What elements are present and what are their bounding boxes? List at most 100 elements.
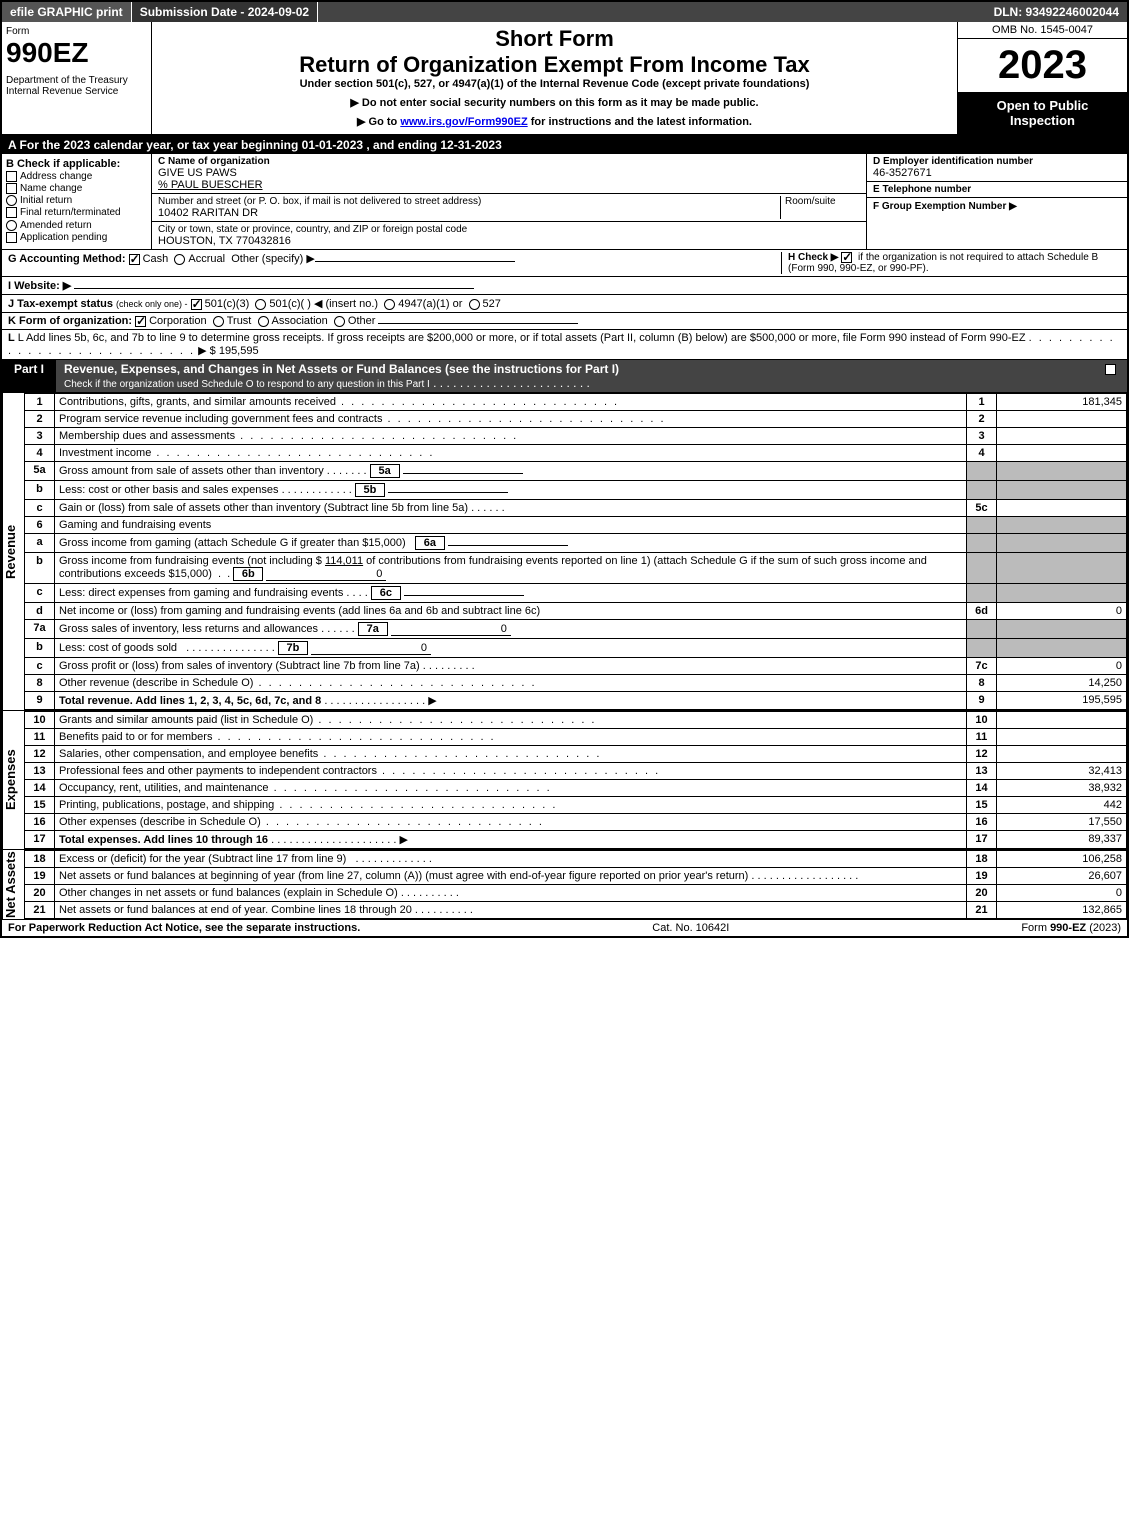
chk-schedule-b[interactable]	[841, 252, 852, 263]
r3-desc: Membership dues and assessments	[59, 430, 235, 442]
r6c-iv	[404, 595, 524, 596]
revenue-section: Revenue 1Contributions, gifts, grants, a…	[2, 392, 1127, 710]
r2-amt	[997, 411, 1127, 428]
header-mid: Short Form Return of Organization Exempt…	[152, 22, 957, 134]
r18-amt: 106,258	[997, 851, 1127, 868]
r6b-num: b	[25, 553, 55, 584]
row-3: 3Membership dues and assessments3	[25, 428, 1127, 445]
r18-desc: Excess or (deficit) for the year (Subtra…	[59, 853, 346, 865]
tax-exempt-label: J Tax-exempt status	[8, 298, 113, 310]
r2-rn: 2	[967, 411, 997, 428]
chk-cash[interactable]	[129, 254, 140, 265]
r6c-amt	[997, 584, 1127, 603]
chk-accrual[interactable]	[174, 254, 185, 265]
form-org-label: K Form of organization:	[8, 315, 132, 327]
other-label: Other (specify) ▶	[231, 253, 315, 265]
r21-rn: 21	[967, 902, 997, 919]
r7b-num: b	[25, 639, 55, 658]
chk-address-change[interactable]: Address change	[6, 171, 147, 182]
opt-association: Association	[272, 315, 328, 327]
chk-initial-return-label: Initial return	[20, 195, 72, 206]
r7a-iv: 0	[391, 623, 511, 636]
r4-num: 4	[25, 445, 55, 462]
r15-num: 15	[25, 797, 55, 814]
r5b-rn	[967, 481, 997, 500]
line-g-h: G Accounting Method: Cash Accrual Other …	[2, 250, 1127, 277]
cash-label: Cash	[143, 253, 169, 265]
r1-desc: Contributions, gifts, grants, and simila…	[59, 396, 336, 408]
row-4: 4Investment income4	[25, 445, 1127, 462]
r8-desc: Other revenue (describe in Schedule O)	[59, 677, 253, 689]
line-h-label: H Check ▶	[788, 252, 838, 263]
r13-desc: Professional fees and other payments to …	[59, 765, 377, 777]
chk-501c3[interactable]	[191, 299, 202, 310]
chk-501c[interactable]	[255, 299, 266, 310]
r6d-num: d	[25, 603, 55, 620]
r18-num: 18	[25, 851, 55, 868]
r11-amt	[997, 729, 1127, 746]
website-input[interactable]	[74, 288, 474, 289]
chk-final-return[interactable]: Final return/terminated	[6, 207, 147, 218]
form-number: 990EZ	[6, 37, 147, 69]
line-i: I Website: ▶	[2, 277, 1127, 295]
other-specify-input[interactable]	[315, 261, 515, 262]
form-ref-form: 990-EZ	[1050, 922, 1086, 934]
r6-amt	[997, 517, 1127, 534]
row-18: 18 Excess or (deficit) for the year (Subt…	[25, 851, 1127, 868]
r6a-ib: 6a	[415, 536, 445, 550]
r17-desc: Total expenses. Add lines 10 through 16	[59, 834, 268, 846]
r20-amt: 0	[997, 885, 1127, 902]
r16-rn: 16	[967, 814, 997, 831]
r5a-desc: Gross amount from sale of assets other t…	[59, 465, 324, 477]
r1-num: 1	[25, 394, 55, 411]
form-ref: Form 990-EZ (2023)	[1021, 922, 1121, 934]
chk-application-pending-label: Application pending	[20, 232, 107, 243]
other-org-input[interactable]	[378, 323, 578, 324]
box-b: B Check if applicable: Address change Na…	[2, 154, 152, 249]
info-grid: B Check if applicable: Address change Na…	[2, 154, 1127, 250]
efile-print-label[interactable]: efile GRAPHIC print	[2, 2, 132, 22]
tax-exempt-sub: (check only one) -	[116, 299, 188, 309]
chk-4947[interactable]	[384, 299, 395, 310]
row-2: 2Program service revenue including gover…	[25, 411, 1127, 428]
city-value: HOUSTON, TX 770432816	[158, 235, 860, 247]
chk-amended-return[interactable]: Amended return	[6, 220, 147, 231]
chk-schedule-o[interactable]	[1105, 364, 1116, 375]
chk-application-pending[interactable]: Application pending	[6, 232, 147, 243]
r5c-num: c	[25, 500, 55, 517]
chk-association[interactable]	[258, 316, 269, 327]
header-right: OMB No. 1545-0047 2023 Open to Public In…	[957, 22, 1127, 134]
r8-rn: 8	[967, 675, 997, 692]
r7b-ib: 7b	[278, 641, 308, 655]
row-5b: bLess: cost or other basis and sales exp…	[25, 481, 1127, 500]
r15-rn: 15	[967, 797, 997, 814]
irs-link[interactable]: www.irs.gov/Form990EZ	[400, 116, 527, 128]
netassets-table: 18 Excess or (deficit) for the year (Subt…	[24, 850, 1127, 919]
r9-amt: 195,595	[997, 692, 1127, 710]
r7b-amt	[997, 639, 1127, 658]
form-990ez-page: efile GRAPHIC print Submission Date - 20…	[0, 0, 1129, 938]
phone-label: E Telephone number	[873, 184, 1121, 195]
chk-initial-return[interactable]: Initial return	[6, 195, 147, 206]
part-i-title-text: Revenue, Expenses, and Changes in Net As…	[64, 362, 619, 376]
r6b-desc-amt: 114,011	[325, 555, 363, 567]
chk-corporation[interactable]	[135, 316, 146, 327]
r5b-amt	[997, 481, 1127, 500]
r1-rn: 1	[967, 394, 997, 411]
goto-link-line: ▶ Go to www.irs.gov/Form990EZ for instru…	[156, 115, 953, 128]
box-c: C Name of organization GIVE US PAWS % PA…	[152, 154, 867, 249]
row-8: 8Other revenue (describe in Schedule O)8…	[25, 675, 1127, 692]
chk-trust[interactable]	[213, 316, 224, 327]
r7c-num: c	[25, 658, 55, 675]
r20-desc: Other changes in net assets or fund bala…	[59, 887, 398, 899]
row-6a: aGross income from gaming (attach Schedu…	[25, 534, 1127, 553]
chk-527[interactable]	[469, 299, 480, 310]
chk-other-org[interactable]	[334, 316, 345, 327]
r6a-iv	[448, 545, 568, 546]
r21-num: 21	[25, 902, 55, 919]
r13-rn: 13	[967, 763, 997, 780]
chk-name-change[interactable]: Name change	[6, 183, 147, 194]
r6d-rn: 6d	[967, 603, 997, 620]
r12-rn: 12	[967, 746, 997, 763]
r7a-amt	[997, 620, 1127, 639]
